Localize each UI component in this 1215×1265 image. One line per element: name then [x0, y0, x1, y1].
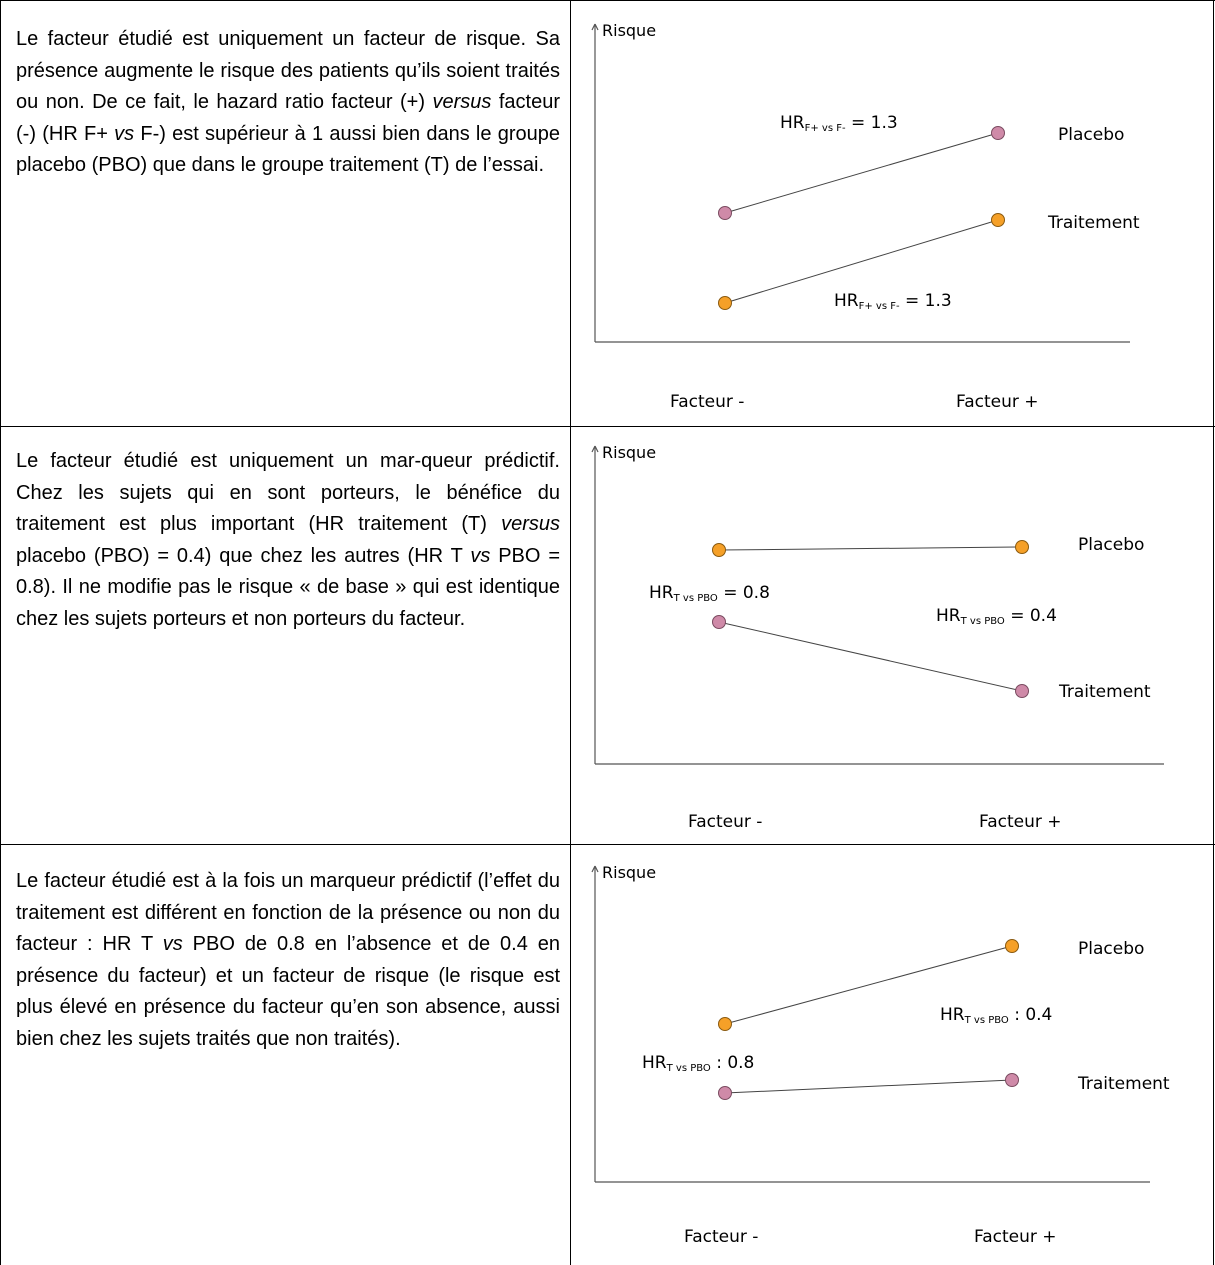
annotation-hr-facteur-plus: HRT vs PBO = 0.4: [936, 606, 1057, 627]
traitement-point-facteur-plus: [991, 213, 1005, 227]
series-traitement: Traitement: [718, 1073, 1170, 1100]
x-tick-facteur-plus: Facteur +: [979, 812, 1062, 832]
placebo-point-facteur-minus: [718, 206, 732, 220]
series-traitement: Traitement: [718, 213, 1140, 310]
y-axis-label: Risque: [602, 21, 656, 40]
y-axis-label: Risque: [602, 443, 656, 462]
annotation-hr-facteur-minus: HRT vs PBO : 0.8: [642, 1053, 754, 1074]
annotation-hr-placebo: HRF+ vs F- = 1.3: [780, 113, 898, 134]
placebo-line: [724, 945, 1013, 1025]
text-run: facteur (-) (HR F+: [16, 91, 560, 145]
text-run: PBO de 0.8 en l’absence et de 0.4 en pré…: [16, 933, 560, 1050]
placebo-point-facteur-minus: [718, 1017, 732, 1031]
legend-label-traitement: Traitement: [1077, 1074, 1170, 1094]
x-tick-facteur-minus: Facteur -: [670, 392, 744, 412]
table-row-divider-2: [0, 844, 1215, 845]
chart-1: Risque Placebo Traitement HRF+ vs F- = 1…: [572, 2, 1212, 425]
italic-term: versus: [501, 513, 560, 535]
traitement-point-facteur-plus: [1005, 1073, 1019, 1087]
legend-label-placebo: Placebo: [1058, 125, 1124, 145]
text-run: Le facteur étudié est uniquement un fact…: [16, 28, 560, 113]
legend-label-placebo: Placebo: [1078, 939, 1144, 959]
annotation-hr-traitement: HRF+ vs F- = 1.3: [834, 291, 952, 312]
placebo-point-facteur-plus: [991, 126, 1005, 140]
legend-label-traitement: Traitement: [1058, 682, 1151, 702]
placebo-point-facteur-plus: [1015, 540, 1029, 554]
text-run: Le facteur étudié est uniquement un mar-…: [16, 450, 560, 535]
chart-2: Risque Placebo Traitement HRT vs PBO = 0…: [572, 426, 1212, 844]
table-border-top: [0, 0, 1215, 1]
row-3-description: Le facteur étudié est à la fois un marqu…: [16, 866, 560, 1055]
axes: [591, 445, 1164, 765]
italic-term: vs: [162, 933, 183, 955]
annotation-hr-facteur-minus: HRT vs PBO = 0.8: [649, 583, 770, 604]
table-row-divider-1: [0, 426, 1215, 427]
placebo-point-facteur-minus: [712, 543, 726, 557]
traitement-line: [718, 621, 1023, 692]
annotation-hr-facteur-plus: HRT vs PBO : 0.4: [940, 1005, 1052, 1026]
traitement-line: [724, 219, 999, 304]
italic-term: vs: [470, 544, 491, 567]
traitement-line: [724, 1079, 1013, 1094]
traitement-point-facteur-minus: [718, 296, 732, 310]
legend-label-traitement: Traitement: [1047, 213, 1140, 233]
chart-3: Risque Placebo Traitement HRT vs PBO : 0…: [572, 844, 1212, 1265]
text-run: Le facteur étudié est à la fois un marqu…: [16, 870, 560, 955]
y-axis-label: Risque: [602, 863, 656, 882]
placebo-point-facteur-plus: [1005, 939, 1019, 953]
row-2-description: Le facteur étudié est uniquement un mar-…: [16, 446, 560, 635]
axes: [591, 865, 1150, 1183]
series-placebo: Placebo: [718, 939, 1144, 1031]
italic-term: versus: [432, 91, 492, 113]
axes: [591, 23, 1130, 343]
italic-term: vs: [114, 122, 135, 145]
x-tick-facteur-minus: Facteur -: [688, 812, 762, 832]
series-placebo: Placebo: [718, 125, 1124, 220]
text-run: placebo (PBO) = 0.4) que chez les autres…: [16, 544, 471, 567]
text-run: F-) est supérieur à 1 aussi bien dans le…: [16, 122, 561, 177]
legend-label-placebo: Placebo: [1078, 535, 1144, 555]
table-column-divider: [570, 0, 571, 1265]
placebo-line: [724, 132, 999, 214]
x-tick-facteur-minus: Facteur -: [684, 1227, 758, 1247]
traitement-point-facteur-minus: [712, 615, 726, 629]
x-tick-facteur-plus: Facteur +: [974, 1227, 1057, 1247]
series-placebo: Placebo: [712, 535, 1144, 557]
row-1-description: Le facteur étudié est uniquement un fact…: [16, 24, 560, 182]
placebo-line: [718, 546, 1023, 551]
text-run: PBO = 0.8). Il ne modifie pas le risque …: [16, 544, 560, 630]
table-border-right: [1213, 0, 1214, 1265]
traitement-point-facteur-minus: [718, 1086, 732, 1100]
series-traitement: Traitement: [712, 615, 1151, 702]
x-tick-facteur-plus: Facteur +: [956, 392, 1039, 412]
table-border-left: [0, 0, 1, 1265]
traitement-point-facteur-plus: [1015, 684, 1029, 698]
